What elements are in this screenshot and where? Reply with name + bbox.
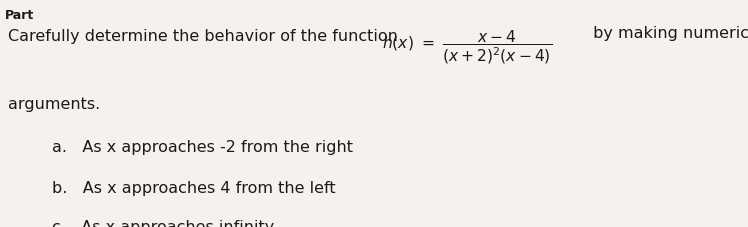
Text: $h(x)\ =\ \dfrac{x-4}{(x+2)^{2}(x-4)}$: $h(x)\ =\ \dfrac{x-4}{(x+2)^{2}(x-4)}$ <box>382 29 552 67</box>
Text: Part: Part <box>5 9 34 22</box>
Text: b.   As x approaches 4 from the left: b. As x approaches 4 from the left <box>52 181 336 196</box>
Text: Carefully determine the behavior of the function: Carefully determine the behavior of the … <box>8 29 403 44</box>
Text: by making numerical: by making numerical <box>588 26 748 41</box>
Text: c.   As x approaches infinity: c. As x approaches infinity <box>52 220 275 227</box>
Text: a.   As x approaches -2 from the right: a. As x approaches -2 from the right <box>52 140 353 155</box>
Text: arguments.: arguments. <box>8 97 100 112</box>
